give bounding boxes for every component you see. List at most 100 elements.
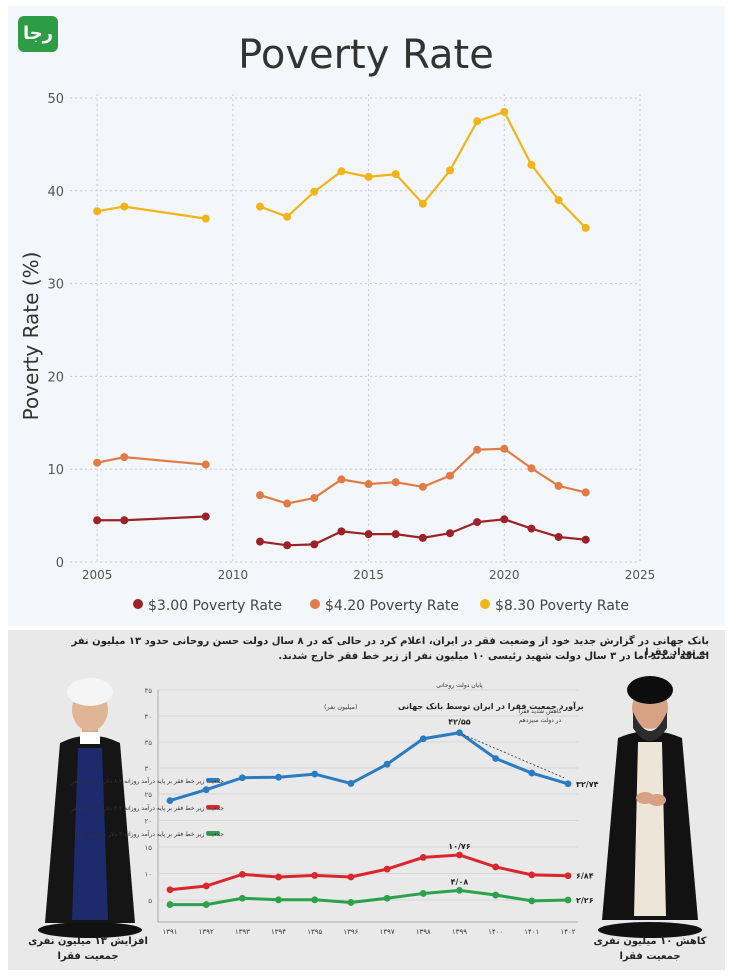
series-line-2 bbox=[170, 888, 569, 907]
data-point bbox=[364, 530, 373, 539]
data-point bbox=[93, 207, 102, 216]
y-tick-label-bottom: ۲۵ bbox=[144, 791, 152, 799]
data-point bbox=[419, 890, 427, 897]
infographic-header-line-1: بانک جهانی در گزارش جدید خود از وضعیت فق… bbox=[71, 636, 709, 658]
legend-marker-2 bbox=[480, 599, 490, 609]
data-point bbox=[238, 894, 246, 902]
data-point bbox=[383, 865, 391, 873]
data-point bbox=[283, 212, 292, 221]
data-point bbox=[500, 444, 509, 453]
y-tick-label: 30 bbox=[47, 278, 64, 293]
data-point bbox=[564, 780, 572, 788]
legend-label-2: جمعیت زیر خط فقر بر پایه درآمد روزانه ۳ … bbox=[76, 829, 225, 838]
data-point bbox=[554, 481, 563, 490]
x-tick-label: ۱۳۹۹ bbox=[452, 928, 467, 936]
data-point bbox=[500, 515, 509, 524]
data-point bbox=[364, 172, 373, 181]
right-politician-illustration bbox=[598, 676, 702, 938]
data-point bbox=[311, 770, 319, 778]
data-point bbox=[391, 170, 400, 179]
legend-label-1: جمعیت زیر خط فقر بر پایه درآمد روزانه ۴.… bbox=[70, 803, 224, 812]
data-point bbox=[337, 527, 346, 536]
data-point bbox=[202, 901, 210, 908]
x-tick-label: ۱۴۰۰ bbox=[488, 928, 503, 936]
data-point bbox=[202, 786, 210, 794]
data-point bbox=[337, 167, 346, 176]
data-point bbox=[166, 797, 174, 804]
y-tick-label-bottom: ۵ bbox=[148, 897, 152, 905]
series-line-0 bbox=[169, 731, 569, 803]
left-caption-line-2: جمعیت فقرا bbox=[57, 951, 119, 962]
legend-marker-0 bbox=[133, 599, 143, 609]
chart-title: Poverty Rate bbox=[238, 32, 494, 78]
data-point bbox=[419, 735, 427, 743]
x-tick-label: ۱۳۹۷ bbox=[380, 928, 395, 936]
data-point bbox=[418, 199, 427, 208]
annotation-arrow bbox=[463, 734, 565, 779]
data-point bbox=[456, 729, 463, 737]
data-point bbox=[310, 187, 319, 196]
data-point bbox=[93, 516, 102, 525]
y-tick-label: 20 bbox=[47, 370, 64, 385]
annotation-decrease-line-2: در دولت سیزدهم bbox=[519, 717, 562, 724]
x-tick-label: ۱۳۹۳ bbox=[235, 928, 250, 936]
data-point bbox=[383, 894, 391, 902]
data-point bbox=[120, 453, 129, 462]
data-point bbox=[456, 886, 463, 894]
data-point bbox=[256, 202, 264, 211]
data-point bbox=[283, 499, 292, 508]
annotation-end-rouhani: پایان دولت روحانی bbox=[436, 682, 483, 689]
data-point bbox=[364, 480, 373, 489]
data-point bbox=[564, 896, 572, 904]
data-point bbox=[311, 872, 319, 879]
value-label: ۱۰/۷۶ bbox=[448, 842, 471, 851]
legend-label-2: $8.30 Poverty Rate bbox=[495, 598, 629, 614]
y-tick-label-top: ۴۵ bbox=[144, 687, 152, 695]
x-tick-label: 2005 bbox=[82, 568, 113, 582]
chart-title: برآورد جمعیت فقرا در ایران توسط بانک جها… bbox=[398, 701, 584, 711]
data-point bbox=[310, 493, 319, 502]
x-tick-label: ۱۴۰۱ bbox=[524, 928, 539, 936]
data-point bbox=[492, 755, 500, 762]
y-tick-label-bottom: ۱۵ bbox=[144, 844, 152, 852]
y-tick-label-bottom: ۱۰ bbox=[144, 871, 152, 879]
data-point bbox=[446, 166, 454, 175]
left-politician-illustration bbox=[38, 678, 142, 938]
data-point bbox=[419, 854, 427, 861]
data-point bbox=[337, 475, 346, 484]
x-tick-label: ۱۳۹۲ bbox=[199, 928, 214, 936]
y-tick-label: 10 bbox=[47, 463, 64, 478]
x-tick-label: 2010 bbox=[218, 568, 249, 582]
right-caption-line-1: کاهش ۱۰ میلیون نفری bbox=[593, 936, 707, 947]
data-point bbox=[527, 524, 536, 533]
data-point bbox=[473, 117, 482, 126]
left-caption-line-1: افزایش ۱۳ میلیون نفری bbox=[28, 936, 148, 947]
data-point bbox=[166, 886, 174, 894]
y-tick-label-top: ۳۰ bbox=[144, 765, 152, 773]
data-point bbox=[238, 870, 246, 878]
data-point bbox=[201, 512, 210, 521]
data-point bbox=[347, 873, 355, 881]
legend-label-1: $4.20 Poverty Rate bbox=[325, 598, 459, 614]
data-point bbox=[201, 214, 210, 223]
poverty-population-infographic: بانک جهانی در گزارش جدید خود از وضعیت فق… bbox=[8, 630, 725, 970]
data-point bbox=[347, 899, 355, 906]
x-tick-label: ۱۴۰۲ bbox=[560, 928, 575, 936]
data-point bbox=[456, 851, 463, 859]
data-point bbox=[201, 460, 210, 469]
poverty-population-chart: ۴۵ ۴۰ ۳۵ ۳۰ ۲۵ ۲۰ ۱۵ ۱۰ ۵ ۱۳۹۱ ۱۳۹۲ ۱۳۹۳ ۱۳۹۴ ۱۳۹۵ ۱۳۹… bbox=[70, 682, 598, 936]
data-point bbox=[581, 223, 590, 232]
x-tick-label: 2025 bbox=[625, 568, 656, 582]
annotation-decrease-line-1: کاهش شدید فقرا bbox=[518, 708, 561, 715]
data-point bbox=[275, 873, 282, 881]
data-point bbox=[492, 863, 500, 871]
value-label: ۲/۲۶ bbox=[576, 896, 594, 905]
data-point bbox=[418, 482, 427, 491]
data-point bbox=[93, 458, 102, 467]
x-tick-label: 2015 bbox=[353, 568, 384, 582]
data-point bbox=[256, 491, 264, 500]
data-point bbox=[383, 760, 391, 768]
x-tick-label: ۱۳۹۵ bbox=[307, 928, 322, 936]
data-point bbox=[391, 530, 400, 539]
data-point bbox=[446, 471, 454, 480]
